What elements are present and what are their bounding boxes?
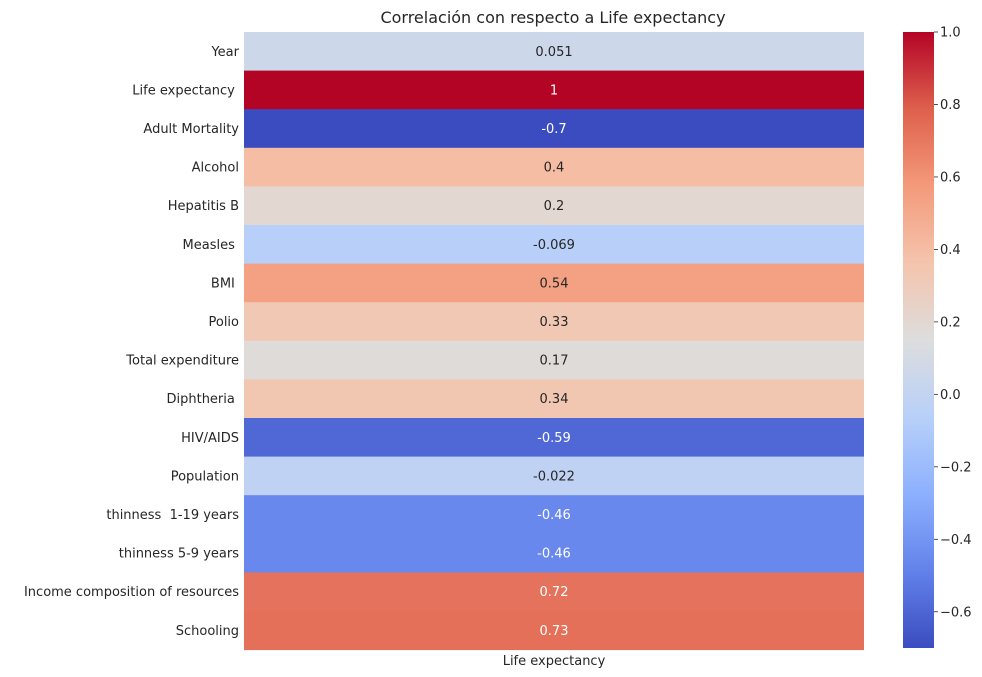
row-label: Polio	[208, 315, 239, 330]
row-label: thinness 5-9 years	[115, 547, 240, 562]
colorbar-tick-label: 0.2	[940, 315, 961, 330]
cell-annotation: 0.72	[540, 585, 569, 600]
row-labels: Year Life expectancy Adult Mortality Alcoh…	[24, 45, 240, 639]
row-label: Income composition of resources	[24, 585, 239, 600]
cell-annotation: 0.051	[535, 45, 572, 60]
cell-annotation: -0.069	[533, 238, 575, 253]
cell-annotation: -0.59	[537, 431, 571, 446]
cell-annotation: 0.33	[540, 315, 569, 330]
cell-annotation: 0.4	[544, 161, 565, 176]
row-label: Life expectancy	[132, 83, 239, 98]
chart-title: Correlación con respecto a Life expectan…	[380, 8, 725, 27]
row-label: Alcohol	[192, 161, 239, 176]
colorbar-tick-label: −0.4	[940, 533, 972, 548]
cell-annotation: -0.022	[533, 469, 575, 484]
row-label: thinness 1-19 years	[102, 508, 239, 523]
cell-annotation: 0.17	[540, 354, 569, 369]
colorbar-gradient	[903, 32, 934, 648]
heatmap-cell	[244, 225, 864, 265]
heatmap-cell	[244, 186, 864, 226]
colorbar-tick-label: 1.0	[940, 26, 961, 41]
row-label: HIV/AIDS	[177, 431, 239, 446]
row-label: Adult Mortality	[143, 122, 239, 137]
colorbar-tick-label: −0.2	[940, 460, 972, 475]
heatmap-cell	[244, 572, 864, 612]
colorbar: 1.0 0.8 0.6 0.4 0.2 0.0 −0.2 −0.4 −0.6	[903, 26, 972, 648]
colorbar-tick-label: 0.4	[940, 243, 961, 258]
row-label: Diphtheria	[166, 392, 239, 407]
heatmap-cell	[244, 456, 864, 496]
column-labels: Life expectancy	[503, 654, 606, 669]
row-label: Hepatitis B	[168, 199, 239, 214]
heatmap-cell	[244, 109, 864, 149]
column-label: Life expectancy	[503, 654, 606, 669]
heatmap-cells: 0.051 1 -0.7 0.4 0.2 -0.069 0.54 0.33 0.17 0.34 -0…	[244, 32, 864, 651]
row-label: Population	[171, 469, 239, 484]
cell-annotation: 1	[550, 83, 558, 98]
colorbar-tick-label: 0.6	[940, 170, 961, 185]
row-label: Year	[210, 45, 239, 60]
heatmap-cell	[244, 32, 864, 72]
row-label: Total expenditure	[125, 354, 239, 369]
heatmap-cell	[244, 418, 864, 458]
heatmap-cell	[244, 70, 864, 110]
cell-annotation: -0.46	[537, 547, 571, 562]
heatmap-cell	[244, 302, 864, 342]
cell-annotation: -0.46	[537, 508, 571, 523]
row-label: Schooling	[176, 624, 239, 639]
heatmap-cell	[244, 263, 864, 303]
colorbar-tick-label: 0.8	[940, 98, 961, 113]
heatmap-cell	[244, 340, 864, 380]
colorbar-tick-label: 0.0	[940, 388, 961, 403]
heatmap-cell	[244, 611, 864, 651]
colorbar-tick-label: −0.6	[940, 605, 972, 620]
cell-annotation: 0.34	[540, 392, 569, 407]
heatmap-cell	[244, 495, 864, 535]
cell-annotation: 0.2	[544, 199, 565, 214]
heatmap-cell	[244, 147, 864, 187]
row-label: BMI	[207, 276, 239, 291]
cell-annotation: 0.54	[540, 276, 569, 291]
cell-annotation: 0.73	[540, 624, 569, 639]
heatmap-cell	[244, 533, 864, 573]
row-label: Measles	[183, 238, 239, 253]
heatmap-cell	[244, 379, 864, 419]
cell-annotation: -0.7	[541, 122, 566, 137]
